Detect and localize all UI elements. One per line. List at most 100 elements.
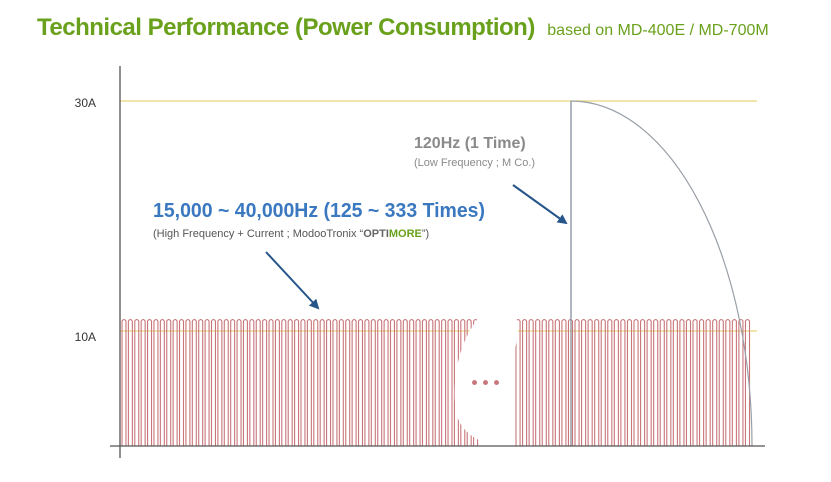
- pulse-left-4: [140, 318, 146, 446]
- pulse-right-35: [738, 318, 744, 446]
- pulse-right-10: [574, 318, 580, 446]
- pulse-left-27: [287, 318, 293, 446]
- pulse-left-21: [249, 318, 255, 446]
- low-frequency-curve: [570, 100, 753, 447]
- pulse-right-7: [554, 318, 560, 446]
- sublabel-prefix: (High Frequency + Current ; ModooTronix …: [153, 228, 364, 240]
- pulse-right-29: [699, 318, 705, 446]
- pulse-left-11: [185, 318, 191, 446]
- high-frequency-label: 15,000 ~ 40,000Hz (125 ~ 333 Times): [153, 200, 485, 222]
- pulse-right-30: [705, 318, 711, 446]
- pulse-right-18: [626, 318, 633, 446]
- pulse-right-28: [692, 318, 698, 446]
- high-frequency-pulses-right: [515, 318, 751, 446]
- pulse-left-13: [198, 318, 204, 446]
- pulse-left-6: [153, 318, 159, 446]
- pulse-left-9: [172, 318, 178, 446]
- pulse-left-46: [409, 318, 415, 446]
- pulse-left-53: [453, 318, 459, 446]
- opti-brand: OPTI: [363, 228, 389, 240]
- pulse-left-2: [127, 318, 133, 446]
- pulse-right-27: [685, 318, 692, 446]
- pulse-right-12: [587, 318, 593, 446]
- pulse-left-35: [338, 318, 344, 446]
- pulse-left-12: [191, 318, 197, 446]
- pulse-right-23: [659, 318, 665, 446]
- pulse-left-49: [428, 318, 434, 446]
- pulse-right-17: [620, 318, 626, 446]
- pulse-right-26: [679, 318, 685, 446]
- pulse-left-17: [223, 318, 229, 446]
- pulse-left-3: [134, 318, 140, 446]
- pulse-left-54: [460, 318, 466, 446]
- pulse-right-11: [581, 318, 587, 446]
- pulse-right-20: [640, 318, 646, 446]
- y-tick-30a: 30A: [75, 96, 96, 110]
- pulse-left-24: [268, 318, 274, 446]
- pulse-right-5: [541, 318, 547, 446]
- pulse-left-50: [434, 318, 440, 446]
- chart-subtitle: based on MD-400E / MD-700M: [547, 22, 769, 39]
- pulse-left-39: [364, 318, 370, 446]
- pulse-left-43: [389, 318, 396, 446]
- pulse-left-38: [357, 318, 364, 446]
- pulse-left-20: [242, 318, 248, 446]
- pulse-right-34: [731, 318, 737, 446]
- pulse-right-14: [600, 318, 606, 446]
- pulse-right-36: [744, 318, 751, 446]
- pulse-left-5: [147, 318, 153, 446]
- pulse-left-41: [377, 318, 383, 446]
- y-tick-10a: 10A: [75, 330, 96, 344]
- more-brand: MORE: [389, 228, 422, 240]
- pulse-left-30: [306, 318, 312, 446]
- pulse-right-25: [672, 318, 678, 446]
- high-frequency-arrow: [265, 251, 320, 310]
- pulse-right-8: [561, 318, 567, 446]
- pulse-left-48: [421, 318, 427, 446]
- pulse-left-44: [396, 318, 402, 446]
- pulse-right-24: [666, 318, 672, 446]
- pulse-right-32: [718, 318, 724, 446]
- pulse-left-7: [159, 318, 165, 446]
- pulse-left-47: [415, 318, 421, 446]
- pulse-right-22: [653, 318, 659, 446]
- pulse-left-36: [345, 318, 351, 446]
- pulse-right-2: [522, 318, 528, 446]
- pulse-left-23: [262, 318, 268, 446]
- pulse-left-33: [326, 318, 332, 446]
- low-frequency-label: 120Hz (1 Time): [414, 135, 526, 152]
- sublabel-suffix: ”): [422, 228, 429, 240]
- pulse-right-4: [535, 318, 541, 446]
- pulse-left-1: [121, 318, 127, 446]
- pulse-right-21: [646, 318, 652, 446]
- pulse-left-8: [166, 318, 172, 446]
- pulse-left-32: [319, 318, 325, 446]
- low-frequency-arrow: [512, 184, 568, 225]
- axes: [110, 66, 765, 458]
- high-frequency-pulses-left: [121, 318, 479, 446]
- pulse-left-40: [370, 318, 376, 446]
- pulse-left-15: [210, 318, 217, 446]
- series-break-gap: [454, 316, 519, 446]
- pulse-left-42: [383, 318, 389, 446]
- pulse-right-16: [613, 318, 619, 446]
- high-frequency-sublabel: (High Frequency + Current ; ModooTronix …: [153, 228, 429, 240]
- pulse-left-29: [300, 318, 306, 446]
- pulse-left-34: [332, 318, 338, 446]
- pulse-left-16: [217, 318, 223, 446]
- pulse-left-19: [236, 318, 242, 446]
- pulse-left-18: [230, 318, 236, 446]
- chart-title: Technical Performance (Power Consumption…: [37, 14, 535, 41]
- pulse-left-55: [466, 318, 472, 446]
- pulse-left-14: [204, 318, 210, 446]
- pulse-right-3: [528, 318, 534, 446]
- pulse-left-10: [178, 318, 185, 446]
- pulse-left-28: [294, 318, 300, 446]
- pulse-right-13: [594, 318, 600, 446]
- pulse-left-22: [255, 318, 261, 446]
- pulse-left-52: [447, 318, 453, 446]
- page-title: Technical Performance (Power Consumption…: [37, 14, 769, 42]
- pulse-right-6: [548, 318, 554, 446]
- break-ellipsis: •••: [469, 374, 502, 394]
